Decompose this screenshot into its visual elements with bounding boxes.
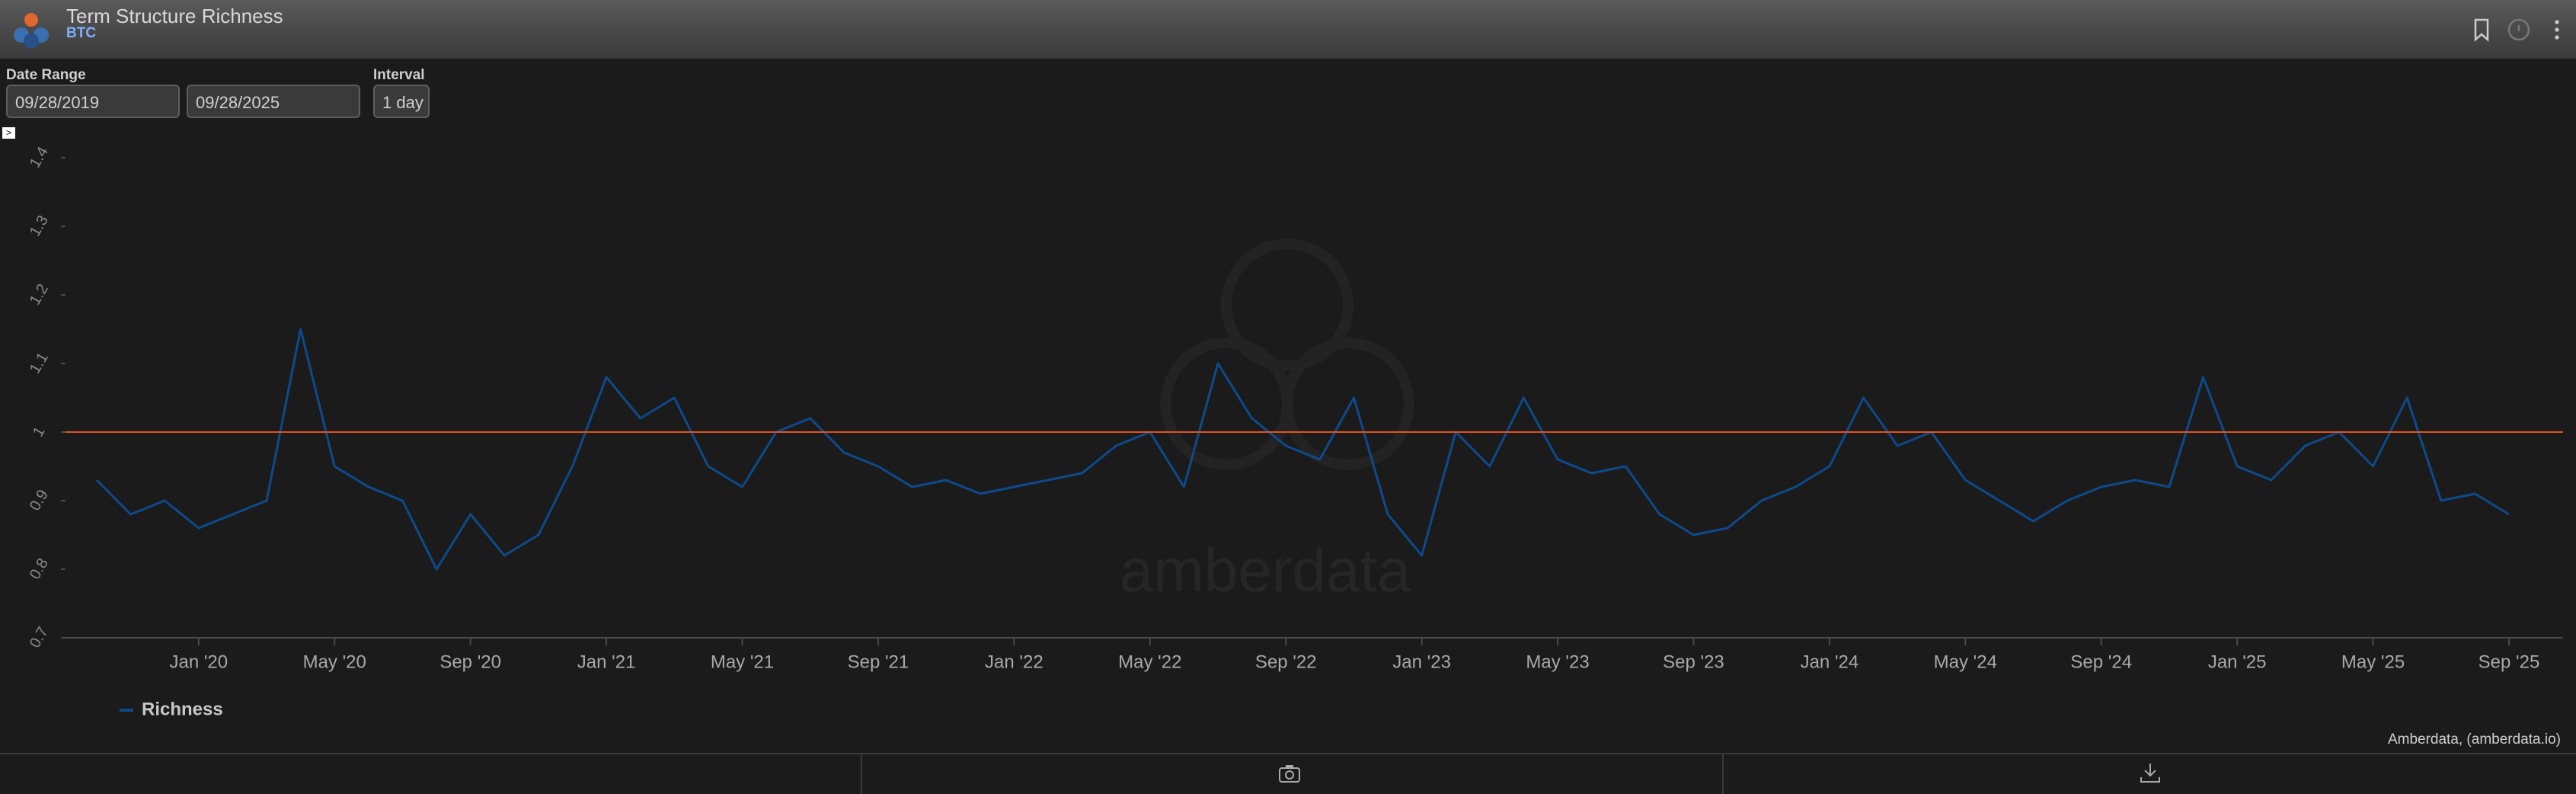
x-tick-label: Sep '24	[2070, 652, 2132, 672]
header-bar: Term Structure Richness BTC	[0, 0, 2576, 59]
x-tick-label: Sep '25	[2479, 652, 2540, 672]
legend-label[interactable]: Richness	[142, 699, 223, 719]
menu-icon[interactable]	[2555, 20, 2559, 40]
start-date-input[interactable]: 09/28/2019	[6, 85, 180, 118]
y-tick-label: 1.2	[27, 281, 52, 308]
x-tick-label: May '20	[303, 652, 366, 672]
logo	[14, 13, 49, 49]
x-tick-label: Jan '23	[1392, 652, 1451, 672]
interval-select[interactable]: 1 day	[373, 85, 430, 118]
x-tick-label: Jan '25	[2208, 652, 2267, 672]
series-line	[95, 328, 2510, 571]
y-tick-label: 0.8	[27, 555, 52, 582]
header-icons	[2474, 18, 2559, 42]
x-tick-label: May '23	[1526, 652, 1589, 672]
credit: Amberdata, (amberdata.io)	[2388, 732, 2561, 748]
x-tick-label: May '22	[1118, 652, 1181, 672]
x-tick-label: Jan '24	[1801, 652, 1859, 672]
footer-toolbar	[0, 753, 2576, 794]
y-tick-label: 0.9	[27, 487, 52, 514]
camera-icon[interactable]	[1278, 764, 1301, 783]
x-tick-label: Jan '21	[577, 652, 636, 672]
y-tick-label: 1.4	[27, 144, 52, 171]
bookmark-icon[interactable]	[2474, 18, 2489, 42]
end-date-input[interactable]: 09/28/2025	[187, 85, 360, 118]
watermark: amberdata	[1120, 536, 1411, 604]
x-tick-label: Sep '22	[1255, 652, 1317, 672]
x-tick-label: Sep '20	[439, 652, 501, 672]
x-tick-label: May '21	[711, 652, 774, 672]
info-icon[interactable]	[2507, 18, 2530, 41]
x-tick-label: May '24	[1934, 652, 1997, 672]
download-icon[interactable]	[2139, 762, 2162, 783]
asset: BTC	[66, 25, 97, 41]
y-tick-label: 1.1	[27, 350, 52, 376]
x-tick-label: Sep '23	[1663, 652, 1724, 672]
title: Term Structure Richness	[66, 5, 283, 27]
x-tick-label: Jan '20	[169, 652, 228, 672]
y-tick-label: 1.3	[27, 213, 52, 239]
watermark-logo	[1160, 239, 1414, 470]
date-range-label: Date Range	[6, 67, 86, 83]
interval-label: Interval	[373, 67, 425, 83]
expand-toggle[interactable]: >	[2, 127, 15, 139]
y-tick-label: 1	[30, 424, 49, 440]
x-tick-label: Jan '22	[985, 652, 1044, 672]
y-tick-label: 0.7	[27, 624, 52, 651]
x-tick-label: Sep '21	[848, 652, 909, 672]
x-tick-label: May '25	[2341, 652, 2405, 672]
